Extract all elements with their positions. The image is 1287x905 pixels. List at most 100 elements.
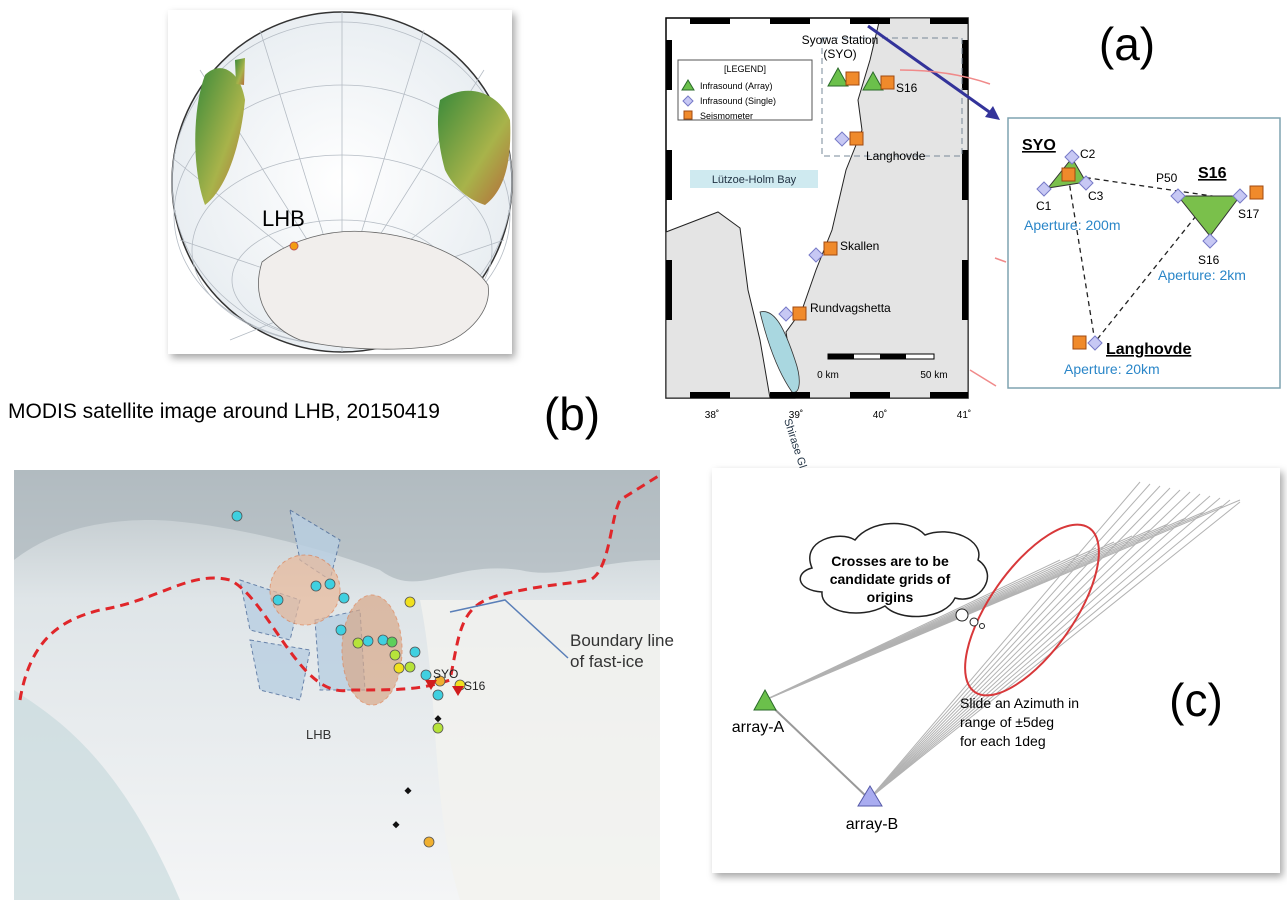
panel-c: Crosses are to be candidate grids of ori… (712, 468, 1280, 873)
station-code: S17 (1238, 207, 1260, 221)
rect-shape (850, 392, 890, 398)
seismometer (1250, 186, 1263, 199)
panel-label: (c) (1169, 674, 1223, 726)
rect-shape (962, 40, 968, 90)
rect-shape (930, 392, 968, 398)
rect-shape (880, 354, 906, 359)
circle-shape (421, 670, 431, 680)
aperture: Aperture: 2km (1158, 267, 1246, 283)
aperture: Aperture: 20km (1064, 361, 1160, 377)
array-label: array-A (732, 719, 785, 736)
rect-shape (962, 260, 968, 320)
panel-label: (b) (544, 388, 600, 440)
group-label: SYO (1022, 137, 1056, 154)
seismometer (846, 72, 859, 85)
seismometer (1062, 168, 1075, 181)
note: for each 1deg (960, 733, 1046, 749)
anomaly-area (270, 555, 340, 625)
scale-label: 0 km (817, 370, 839, 381)
legend-title: [LEGEND] (724, 64, 766, 74)
circle-shape (336, 625, 346, 635)
circle-shape (363, 636, 373, 646)
legend-item: Seismometer (700, 111, 753, 121)
circle-shape (390, 650, 400, 660)
longitude-label: 39˚ (789, 409, 803, 421)
seismometer (793, 307, 806, 320)
thought-dot (980, 624, 985, 629)
group-label: Langhovde (1106, 341, 1191, 358)
site-label: S16 (464, 679, 486, 693)
circle-shape (273, 595, 283, 605)
bubble-text: origins (867, 589, 914, 605)
place-label: S16 (896, 81, 918, 95)
legend-item: Infrasound (Array) (700, 81, 773, 91)
figure: LHB Lützoe-Holm Bay Shirase Glacier Syow… (0, 0, 1287, 900)
circle-shape (232, 511, 242, 521)
rect-shape (666, 260, 672, 320)
circle-shape (378, 635, 388, 645)
rect-shape (690, 18, 730, 24)
station-label: (SYO) (823, 47, 856, 61)
seismometer (881, 76, 894, 89)
longitude-label: 40˚ (873, 409, 887, 421)
circle-shape (325, 579, 335, 589)
bubble-text: candidate grids of (830, 571, 951, 587)
longitude-label: 41˚ (957, 409, 971, 421)
legend-item: Infrasound (Single) (700, 96, 776, 106)
circle-shape (424, 837, 434, 847)
site-label: LHB (306, 727, 331, 742)
circle-shape (410, 647, 420, 657)
circle-shape (353, 638, 363, 648)
thought-dot (956, 609, 968, 621)
circle-shape (433, 690, 443, 700)
place-label: Langhovde (866, 149, 926, 163)
globe-panel: LHB (168, 10, 512, 354)
place-label: Rundvagshetta (810, 301, 891, 315)
arrow-head (985, 106, 1000, 120)
station-code: C2 (1080, 147, 1096, 161)
satellite-panel: Boundary line of fast-ice SYO S16 LHB (14, 470, 674, 900)
circle-shape (387, 637, 397, 647)
rect-shape (962, 150, 968, 200)
note: range of ±5deg (960, 714, 1054, 730)
seismometer (850, 132, 863, 145)
caption: MODIS satellite image around LHB, 201504… (8, 400, 440, 423)
thought-dot (970, 618, 978, 626)
station-code: P50 (1156, 171, 1178, 185)
place-label: Skallen (840, 239, 879, 253)
rect-shape (770, 18, 810, 24)
site-label: SYO (433, 667, 458, 681)
rect-shape (828, 354, 854, 359)
rect-shape (770, 392, 810, 398)
annotation: Boundary line (570, 631, 674, 650)
scale-label: 50 km (920, 370, 947, 381)
scale-bar (828, 354, 934, 359)
page: { "globe": {"label": "LHB"}, "panel_a": … (0, 0, 1287, 900)
circle-shape (339, 593, 349, 603)
seismometer (824, 242, 837, 255)
array-label: array-B (846, 816, 898, 833)
seismometer (1073, 336, 1086, 349)
inset: SYO S16 Langhovde C2 C1 C3 P50 S17 S16 A… (1008, 118, 1280, 388)
lhb-dot (290, 242, 298, 250)
circle-shape (405, 597, 415, 607)
circle-shape (405, 662, 415, 672)
globe-label: LHB (262, 206, 305, 231)
madagascar (235, 58, 245, 85)
longitude-label: 38˚ (705, 409, 719, 421)
rect-shape (666, 150, 672, 200)
circle-shape (394, 663, 404, 673)
circle-shape (311, 581, 321, 591)
circle-shape (433, 723, 443, 733)
rect-shape (930, 18, 968, 24)
rect-shape (690, 392, 730, 398)
station-code: S16 (1198, 253, 1220, 267)
group-label: S16 (1198, 165, 1227, 182)
bay-label: Lützoe-Holm Bay (712, 174, 797, 186)
station-code: C1 (1036, 199, 1052, 213)
panel-label: (a) (1099, 18, 1155, 70)
annotation: of fast-ice (570, 652, 644, 671)
note: Slide an Azimuth in (960, 695, 1079, 711)
legend-symbol (684, 111, 692, 119)
rect-shape (850, 18, 890, 24)
